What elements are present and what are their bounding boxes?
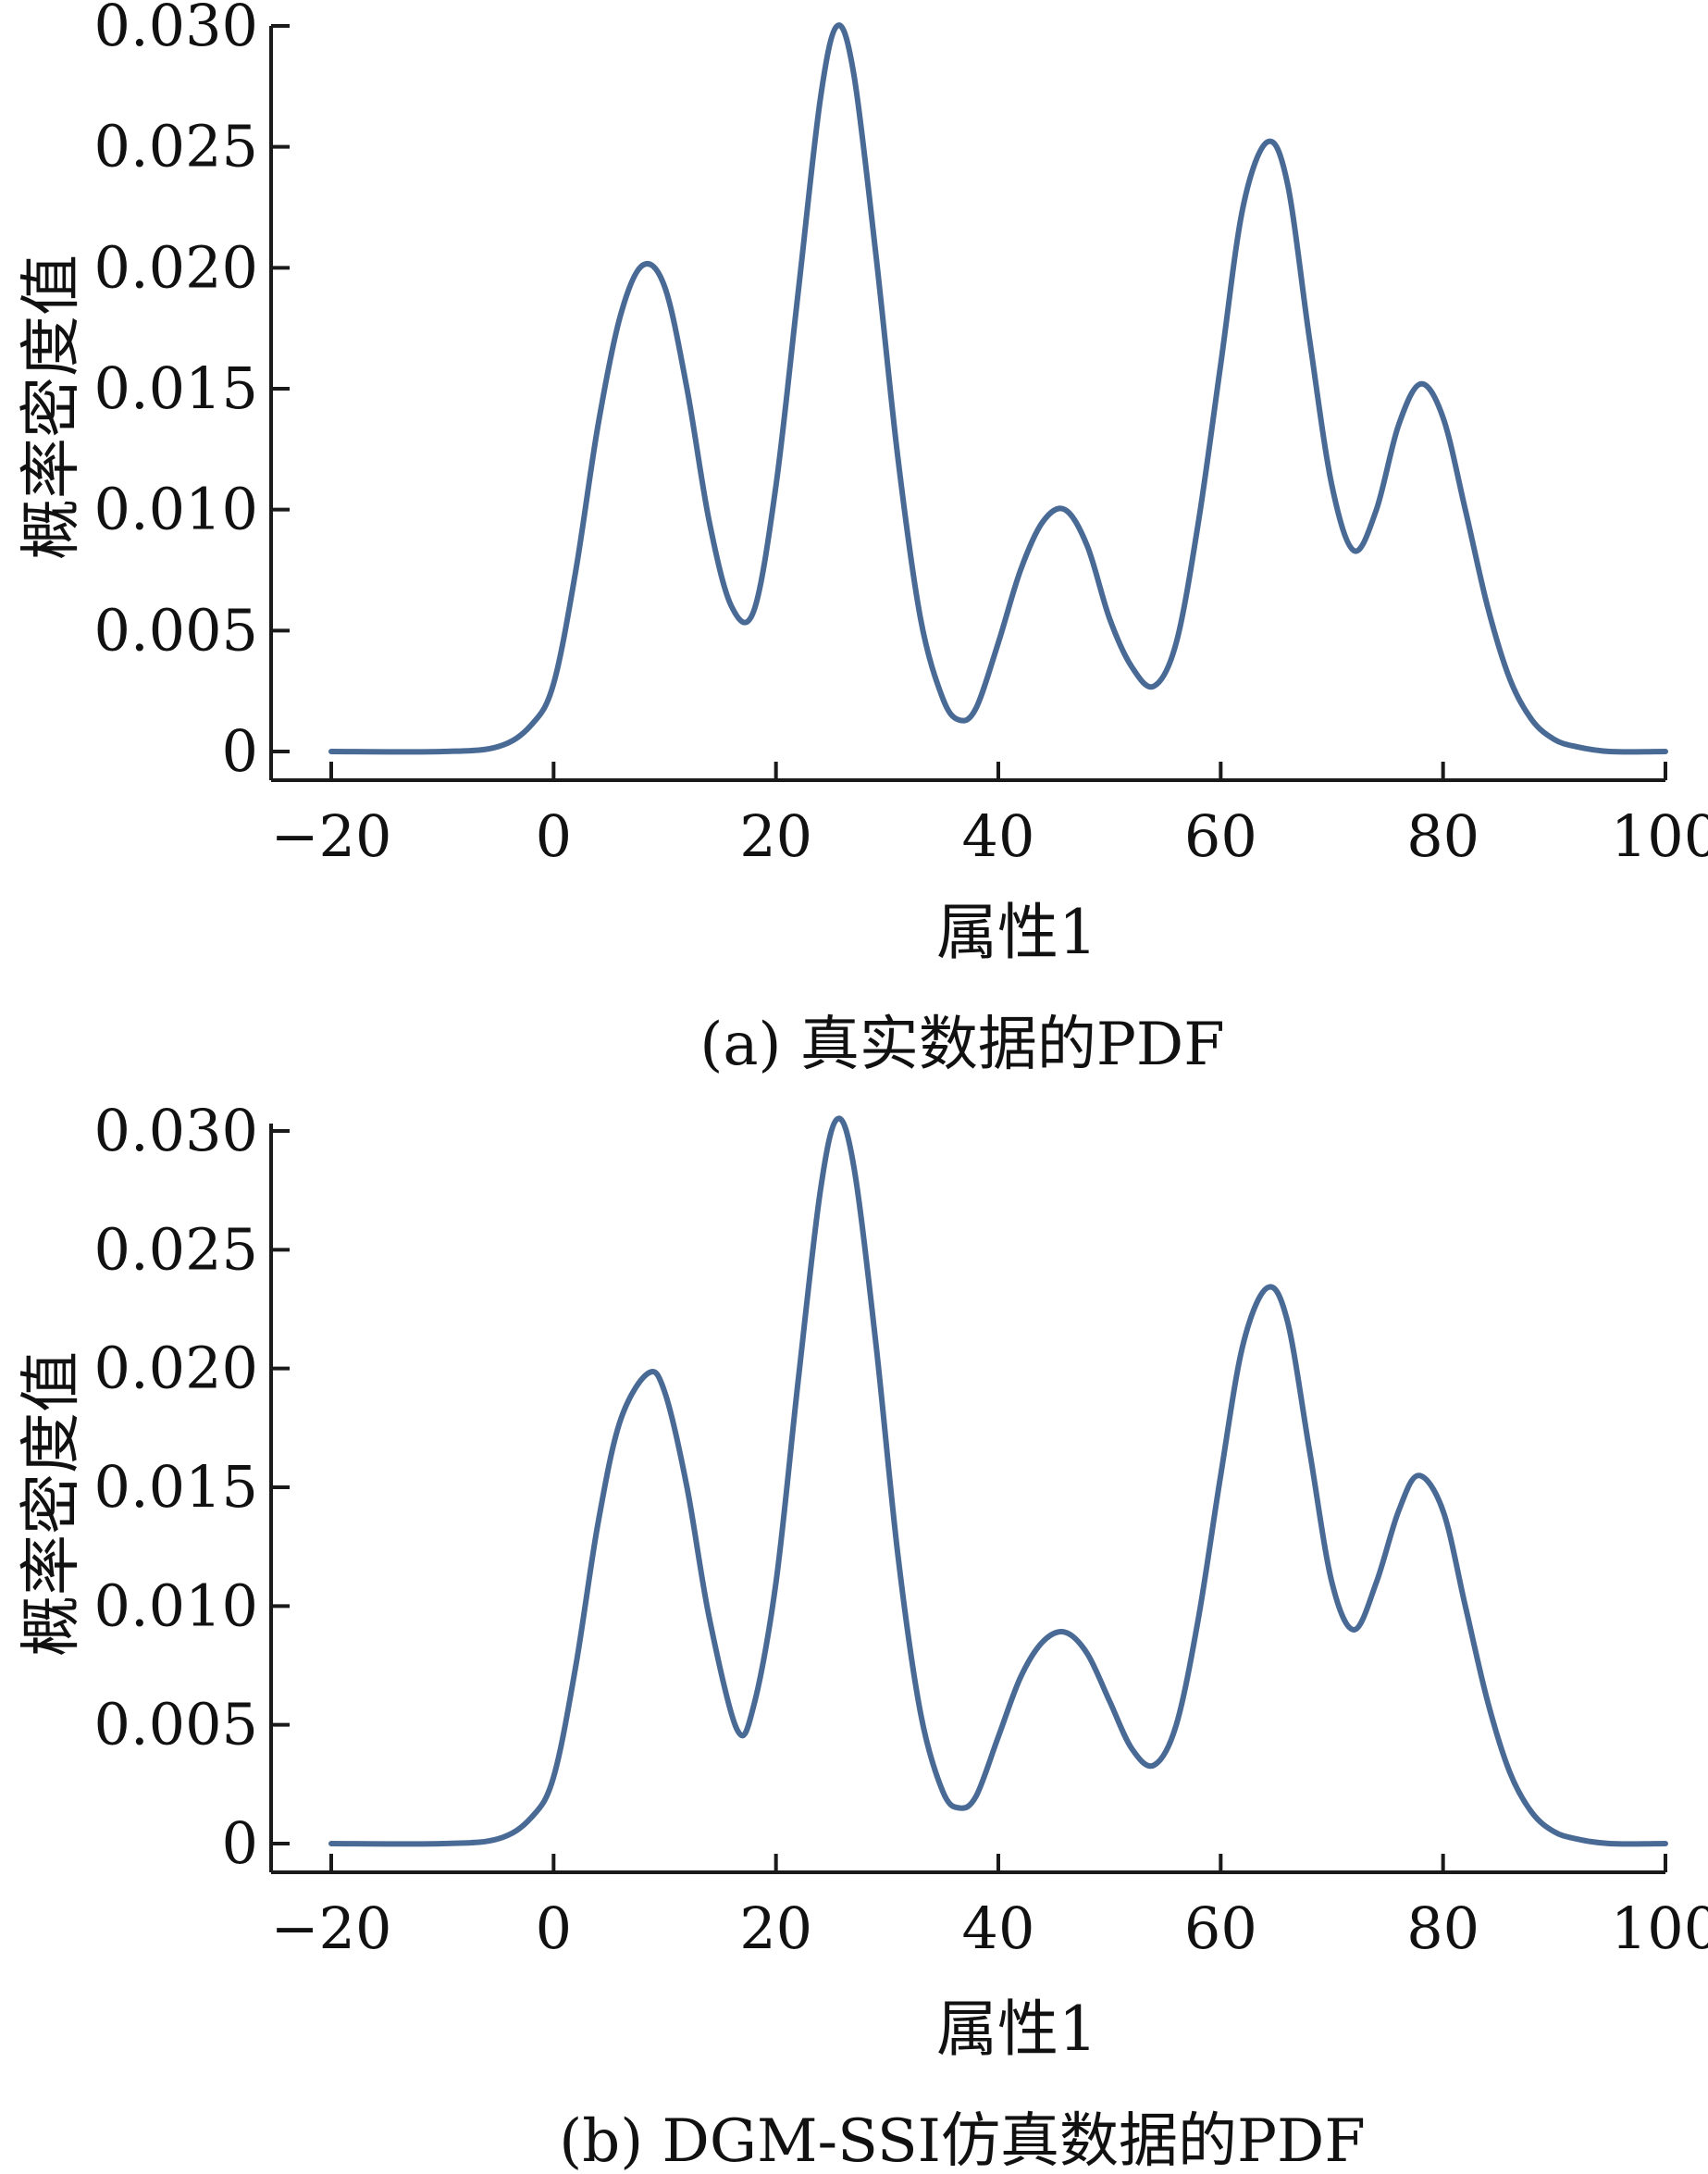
pdf-curve [328, 22, 1668, 755]
x-tick-label: 100 [1611, 1894, 1708, 1962]
y-tick-label: 0.030 [94, 0, 259, 59]
y-tick-label: 0.015 [94, 1453, 259, 1521]
x-axis-title: 属性1 [936, 897, 1097, 968]
pdf-curve [328, 1115, 1668, 1847]
y-tick-label: 0.020 [94, 233, 259, 301]
x-tick-label: 60 [1184, 1894, 1257, 1962]
x-tick-label: 40 [962, 802, 1035, 870]
y-tick-label: 0.020 [94, 1335, 259, 1402]
x-tick-label: 20 [739, 802, 812, 870]
y-axis-title: 概率密度值 [16, 1351, 87, 1657]
x-tick-label: 40 [962, 1894, 1035, 1962]
x-tick-label: 0 [536, 1894, 572, 1962]
x-tick-label: 0 [536, 802, 572, 870]
figure-caption: (b) DGM-SSI仿真数据的PDF [559, 2107, 1365, 2174]
x-tick-label: 80 [1406, 1894, 1479, 1962]
y-tick-label: 0.010 [94, 1571, 259, 1639]
x-axis-title: 属性1 [936, 1994, 1097, 2065]
y-tick-label: 0 [222, 717, 258, 785]
y-axis-title: 概率密度值 [16, 255, 87, 560]
x-tick-label: −20 [271, 1894, 392, 1962]
y-tick-label: 0.005 [94, 596, 259, 664]
x-tick-label: 20 [739, 1894, 812, 1962]
y-tick-label: 0.005 [94, 1691, 259, 1758]
x-tick-label: 60 [1184, 802, 1257, 870]
y-tick-label: 0.025 [94, 1215, 259, 1283]
y-tick-label: 0 [222, 1809, 258, 1877]
x-tick-label: −20 [271, 802, 392, 870]
figure-caption: (a) 真实数据的PDF [699, 1011, 1224, 1079]
y-tick-label: 0.015 [94, 354, 259, 422]
y-tick-label: 0.010 [94, 476, 259, 543]
x-tick-label: 80 [1406, 802, 1479, 870]
y-tick-label: 0.030 [94, 1097, 259, 1164]
y-tick-label: 0.025 [94, 113, 259, 180]
x-tick-label: 100 [1611, 802, 1708, 870]
